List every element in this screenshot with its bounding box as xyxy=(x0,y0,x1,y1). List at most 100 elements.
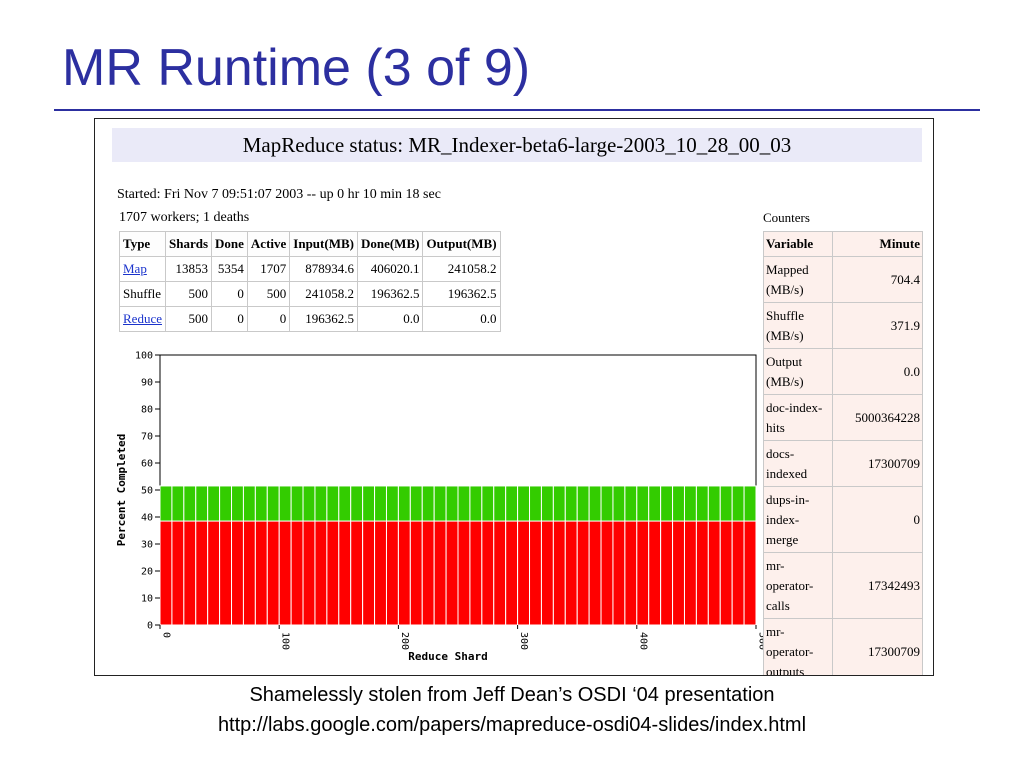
cell-shards: 13853 xyxy=(164,256,213,282)
counter-row: docs-indexed 17300709 xyxy=(763,440,923,487)
bar-green xyxy=(731,485,745,522)
bar-red xyxy=(672,520,685,626)
status-banner: MapReduce status: MR_Indexer-beta6-large… xyxy=(112,128,922,162)
bar-green xyxy=(564,485,578,522)
bar-green xyxy=(672,485,685,522)
counter-value: 17300709 xyxy=(832,618,923,675)
bar-green xyxy=(421,485,435,522)
bar-red xyxy=(290,520,304,626)
bar-green xyxy=(576,485,590,522)
counter-value: 704.4 xyxy=(832,256,923,303)
bar-green xyxy=(505,485,519,522)
reduce-progress-chart: 0 10 20 30 40 50 60 70 80 90 100 0 100 200 300 400 500 Re… xyxy=(115,351,764,664)
bar-red xyxy=(159,520,173,626)
x-tick-label: 300 xyxy=(518,632,529,650)
bar-red xyxy=(350,520,364,626)
bar-red xyxy=(481,520,495,626)
bar-green xyxy=(719,485,733,522)
counter-variable: mr-operator-calls xyxy=(763,552,833,619)
col-output-header: Output(MB) xyxy=(422,231,501,257)
bar-red xyxy=(505,520,519,626)
bar-green xyxy=(660,485,674,522)
bar-red xyxy=(397,520,411,626)
bar-green xyxy=(445,485,459,522)
bar-green xyxy=(517,485,531,522)
map-link[interactable]: Map xyxy=(123,261,147,276)
shard-status-table: Type Shards Done Active Input(MB) Done(M… xyxy=(119,231,501,332)
bar-green xyxy=(648,485,662,522)
bar-green xyxy=(183,485,197,522)
bar-red xyxy=(338,520,352,626)
cell-type: Shuffle xyxy=(119,281,166,307)
y-tick-label: 90 xyxy=(141,378,153,389)
counter-value: 17300709 xyxy=(832,440,923,487)
y-tick-label: 100 xyxy=(135,351,153,362)
bar-red xyxy=(266,520,280,626)
table-row: Shuffle 500 0 500 241058.2 196362.5 1963… xyxy=(119,281,501,307)
bar-green xyxy=(493,485,507,522)
bar-green xyxy=(409,485,423,522)
col-variable-header: Variable xyxy=(763,231,833,257)
counter-row: Mapped (MB/s) 704.4 xyxy=(763,256,923,303)
counters-header-row: Variable Minute xyxy=(763,231,923,257)
counter-value: 0.0 xyxy=(832,348,923,395)
x-tick-label: 500 xyxy=(757,632,764,650)
bar-red xyxy=(231,520,244,626)
bar-red xyxy=(314,520,328,626)
bar-red xyxy=(588,520,602,626)
bar-red xyxy=(540,520,554,626)
y-tick-label: 50 xyxy=(141,486,153,497)
bar-green xyxy=(207,485,221,522)
counter-value: 0 xyxy=(832,486,923,553)
counter-value: 371.9 xyxy=(832,302,923,349)
bar-green xyxy=(350,485,364,522)
bar-red xyxy=(183,520,197,626)
cell-donemb: 0.0 xyxy=(356,306,424,332)
bar-red xyxy=(731,520,745,626)
counter-row: Output (MB/s) 0.0 xyxy=(763,348,923,395)
reduce-link[interactable]: Reduce xyxy=(123,311,162,326)
bar-red xyxy=(600,520,614,626)
bar-green xyxy=(600,485,614,522)
bar-red xyxy=(469,520,483,626)
bar-green xyxy=(326,485,340,522)
bar-red xyxy=(636,520,650,626)
bar-red xyxy=(385,520,399,626)
bar-green xyxy=(254,485,268,522)
counter-variable: Output (MB/s) xyxy=(763,348,833,395)
bar-green xyxy=(397,485,411,522)
table-row: Reduce 500 0 0 196362.5 0.0 0.0 xyxy=(119,306,501,332)
bar-red xyxy=(409,520,423,626)
counter-row: doc-index-hits 5000364228 xyxy=(763,394,923,441)
cell-done: 0 xyxy=(211,306,248,332)
bar-red xyxy=(278,520,292,626)
x-tick-label: 200 xyxy=(399,632,410,650)
cell-output: 241058.2 xyxy=(422,256,501,282)
bar-red xyxy=(242,520,256,626)
bar-red xyxy=(445,520,459,626)
cell-donemb: 406020.1 xyxy=(356,256,424,282)
bar-red xyxy=(326,520,340,626)
col-input-header: Input(MB) xyxy=(289,231,358,257)
bar-green xyxy=(302,485,316,522)
bar-red xyxy=(624,520,638,626)
bar-red xyxy=(374,520,387,626)
x-axis-label: Reduce Shard xyxy=(408,650,487,663)
bar-green xyxy=(624,485,638,522)
workers-line: 1707 workers; 1 deaths xyxy=(119,210,250,225)
y-tick-label: 10 xyxy=(141,594,153,605)
cell-input: 878934.6 xyxy=(289,256,358,282)
table-row: Map 13853 5354 1707 878934.6 406020.1 24… xyxy=(119,256,501,282)
bar-red xyxy=(171,520,185,626)
bar-red xyxy=(683,520,697,626)
cell-shards: 500 xyxy=(164,281,213,307)
y-tick-label: 60 xyxy=(141,459,153,470)
counter-variable: dups-in-index-merge xyxy=(763,486,833,553)
slide-title: MR Runtime (3 of 9) xyxy=(62,39,531,97)
counter-variable: Mapped (MB/s) xyxy=(763,256,833,303)
bar-green xyxy=(266,485,280,522)
bar-green xyxy=(743,485,757,522)
col-shards-header: Shards xyxy=(164,231,213,257)
bar-red xyxy=(707,520,721,626)
counter-variable: mr-operator-outputs xyxy=(763,618,833,675)
